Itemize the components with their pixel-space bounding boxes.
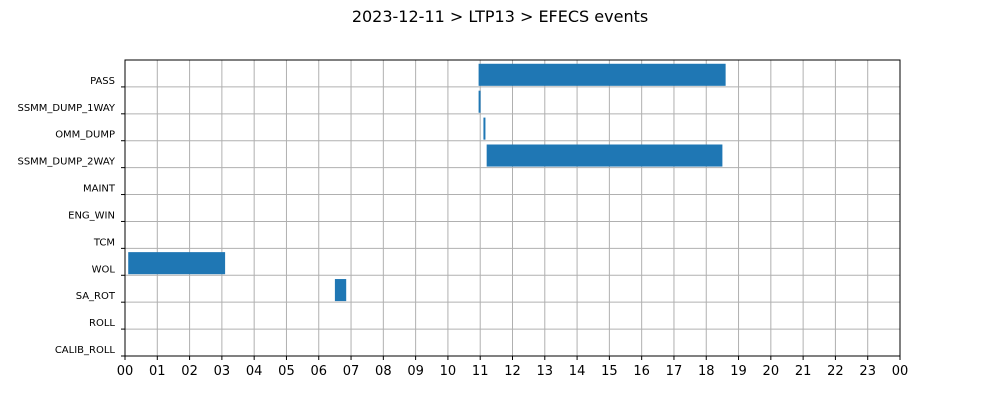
y-tick-label: WOL [92, 264, 116, 275]
y-tick-label: TCM [93, 237, 115, 248]
y-tick-label: SSMM_DUMP_2WAY [17, 157, 115, 168]
event-bar-pass [478, 63, 726, 86]
ticks-layer: 00 01 02 03 04 05 06 07 08 09 10 11 12 13 14 15 16 17 18 19… [17, 76, 908, 379]
x-tick-label: 06 [310, 364, 327, 379]
y-tick-label: ENG_WIN [68, 210, 115, 221]
x-tick-label: 19 [730, 364, 747, 379]
x-tick-label: 15 [601, 364, 618, 379]
x-tick-label: 12 [504, 364, 521, 379]
x-tick-label: 03 [214, 364, 231, 379]
bars-layer [128, 63, 726, 302]
x-tick-label: 18 [698, 364, 715, 379]
x-tick-label: 21 [795, 364, 812, 379]
x-tick-label: 16 [633, 364, 650, 379]
x-tick-label: 13 [537, 364, 554, 379]
x-tick-label: 22 [827, 364, 844, 379]
chart-title: 2023-12-11 > LTP13 > EFECS events [352, 7, 648, 26]
x-tick-label: 01 [149, 364, 166, 379]
x-tick-label: 08 [375, 364, 392, 379]
x-tick-label: 11 [472, 364, 489, 379]
y-tick-label: SA_ROT [76, 291, 116, 302]
y-tick-label: OMM_DUMP [55, 130, 115, 141]
x-tick-label: 00 [892, 364, 909, 379]
event-bar-sa-rot [334, 279, 347, 302]
y-tick-label: CALIB_ROLL [55, 345, 116, 356]
x-tick-label: 09 [407, 364, 424, 379]
x-tick-label: 14 [569, 364, 586, 379]
y-tick-label: PASS [90, 76, 115, 87]
y-tick-label: MAINT [83, 184, 116, 195]
x-tick-label: 05 [278, 364, 295, 379]
x-tick-label: 10 [440, 364, 457, 379]
y-tick-label: ROLL [89, 318, 115, 329]
x-tick-label: 23 [859, 364, 876, 379]
event-bar-ssmm-dump-1way [478, 90, 481, 113]
event-bar-wol [128, 252, 226, 275]
grid-layer [124, 60, 901, 357]
y-tick-label: SSMM_DUMP_1WAY [17, 103, 115, 114]
x-tick-label: 07 [343, 364, 360, 379]
x-tick-label: 20 [763, 364, 780, 379]
x-tick-label: 02 [181, 364, 198, 379]
x-tick-label: 17 [666, 364, 683, 379]
x-tick-label: 00 [117, 364, 134, 379]
event-bar-omm-dump [483, 117, 486, 140]
event-bar-ssmm-dump-2way [486, 144, 723, 167]
x-tick-label: 04 [246, 364, 263, 379]
